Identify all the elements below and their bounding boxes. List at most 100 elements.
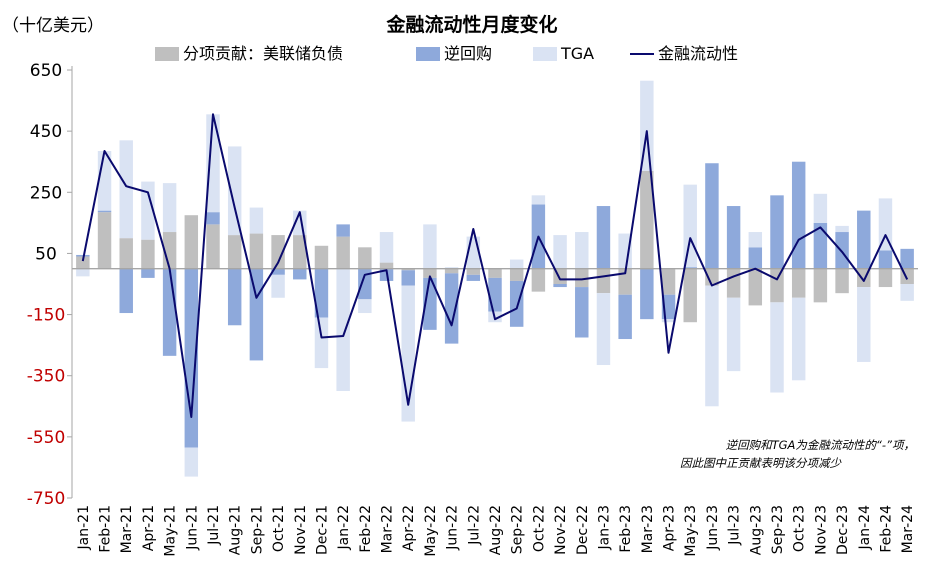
x-tick-label: Jul-22: [466, 505, 482, 546]
bar-segment: [271, 274, 285, 298]
bar-segment: [184, 268, 199, 448]
bar-segment: [531, 268, 546, 292]
bar-segment: [661, 319, 676, 323]
bar-segment: [119, 140, 133, 239]
bar-segment: [271, 235, 285, 269]
bar-segment: [683, 184, 697, 268]
bar-segment: [76, 256, 90, 269]
bars-layer: [76, 80, 914, 477]
bar-segment: [141, 268, 155, 278]
bar-segment: [488, 277, 502, 312]
x-tick-label: Sep-22: [510, 505, 526, 554]
bar-segment: [509, 280, 524, 327]
x-tick-label: Aug-22: [488, 505, 504, 555]
bar-segment: [770, 195, 784, 269]
legend-label: TGA: [560, 44, 594, 63]
legend-label: 分项贡献：美联储负债: [183, 44, 343, 63]
bar-segment: [119, 238, 133, 269]
bar-segment: [835, 268, 849, 294]
bar-segment: [791, 268, 806, 298]
bar-segment: [748, 232, 763, 248]
bar-segment: [618, 294, 632, 340]
y-tick-label: -550: [27, 428, 66, 448]
bar-segment: [249, 233, 264, 269]
bar-segment: [76, 268, 90, 277]
bar-segment: [618, 233, 632, 269]
bar-segment: [640, 170, 654, 269]
x-tick-label: May-23: [683, 505, 699, 557]
y-tick-label: 250: [30, 183, 62, 203]
bar-segment: [813, 268, 828, 303]
x-tick-label: May-21: [163, 505, 179, 557]
y-tick-label: -350: [27, 367, 66, 387]
y-tick-label: -150: [27, 306, 66, 326]
bar-segment: [97, 212, 112, 269]
x-tick-label: Jul-21: [206, 505, 222, 546]
x-tick-label: Oct-23: [792, 505, 808, 552]
bar-segment: [336, 236, 350, 269]
legend: 分项贡献：美联储负债 逆回购 TGA 金融流动性: [155, 44, 738, 63]
x-tick-label: Sep-21: [249, 505, 265, 554]
x-tick-label: Jul-23: [727, 505, 743, 546]
bar-segment: [553, 235, 567, 269]
bar-segment: [358, 247, 372, 269]
bar-segment: [358, 268, 372, 300]
bar-segment: [466, 274, 481, 281]
x-tick-label: Mar-23: [640, 505, 656, 553]
bar-segment: [705, 163, 719, 269]
x-axis: Jan-21 Feb-21 Mar-21 Apr-21 May-21 Jun-21 Jul-…: [76, 505, 916, 557]
bar-segment: [509, 268, 524, 281]
legend-label: 逆回购: [444, 44, 492, 63]
footnote-line-2: 因此图中正贡献表明该分项减少: [680, 456, 842, 470]
bar-segment: [705, 268, 719, 286]
x-tick-label: Feb-21: [98, 505, 114, 553]
bar-segment: [835, 225, 849, 233]
bar-segment: [748, 268, 763, 306]
bar-segment: [184, 447, 199, 477]
x-tick-label: Apr-21: [141, 505, 157, 551]
bar-segment: [488, 268, 502, 278]
legend-label: 金融流动性: [658, 44, 738, 63]
x-tick-label: Oct-22: [531, 505, 547, 552]
bar-segment: [878, 268, 893, 288]
x-tick-label: Dec-22: [575, 505, 591, 555]
x-tick-label: Mar-21: [119, 505, 135, 553]
x-tick-label: Feb-23: [618, 505, 634, 553]
x-tick-label: May-22: [423, 505, 439, 557]
bar-segment: [444, 273, 459, 344]
bar-segment: [444, 268, 459, 274]
x-tick-label: Nov-22: [553, 505, 569, 555]
bar-segment: [900, 284, 914, 301]
bar-segment: [575, 287, 589, 338]
bar-segment: [770, 268, 784, 303]
bar-segment: [683, 267, 697, 269]
x-tick-label: Apr-23: [662, 505, 678, 551]
bar-segment: [857, 210, 871, 269]
bar-segment: [900, 248, 914, 269]
bar-segment: [813, 193, 828, 223]
legend-swatch: [155, 47, 179, 61]
bar-segment: [336, 268, 350, 391]
x-tick-label: Jun-23: [705, 505, 721, 551]
series-line: [81, 113, 909, 418]
bar-segment: [358, 299, 372, 314]
bar-segment: [336, 224, 350, 237]
x-tick-label: Jun-22: [445, 505, 461, 551]
bar-segment: [401, 268, 415, 271]
bar-segment: [878, 198, 893, 251]
x-tick-label: Dec-21: [314, 505, 330, 555]
bar-segment: [162, 268, 177, 356]
bar-segment: [813, 222, 828, 269]
bar-segment: [379, 262, 394, 269]
line-layer: [81, 113, 909, 418]
bar-segment: [531, 195, 546, 205]
bar-segment: [249, 268, 264, 361]
bar-segment: [878, 250, 893, 269]
x-tick-label: Apr-22: [401, 505, 417, 551]
bar-segment: [791, 297, 806, 381]
y-tick-label: 450: [30, 122, 62, 142]
bar-segment: [184, 215, 199, 269]
y-tick-label: 650: [30, 61, 62, 81]
bar-segment: [249, 207, 264, 234]
bar-segment: [596, 293, 611, 366]
